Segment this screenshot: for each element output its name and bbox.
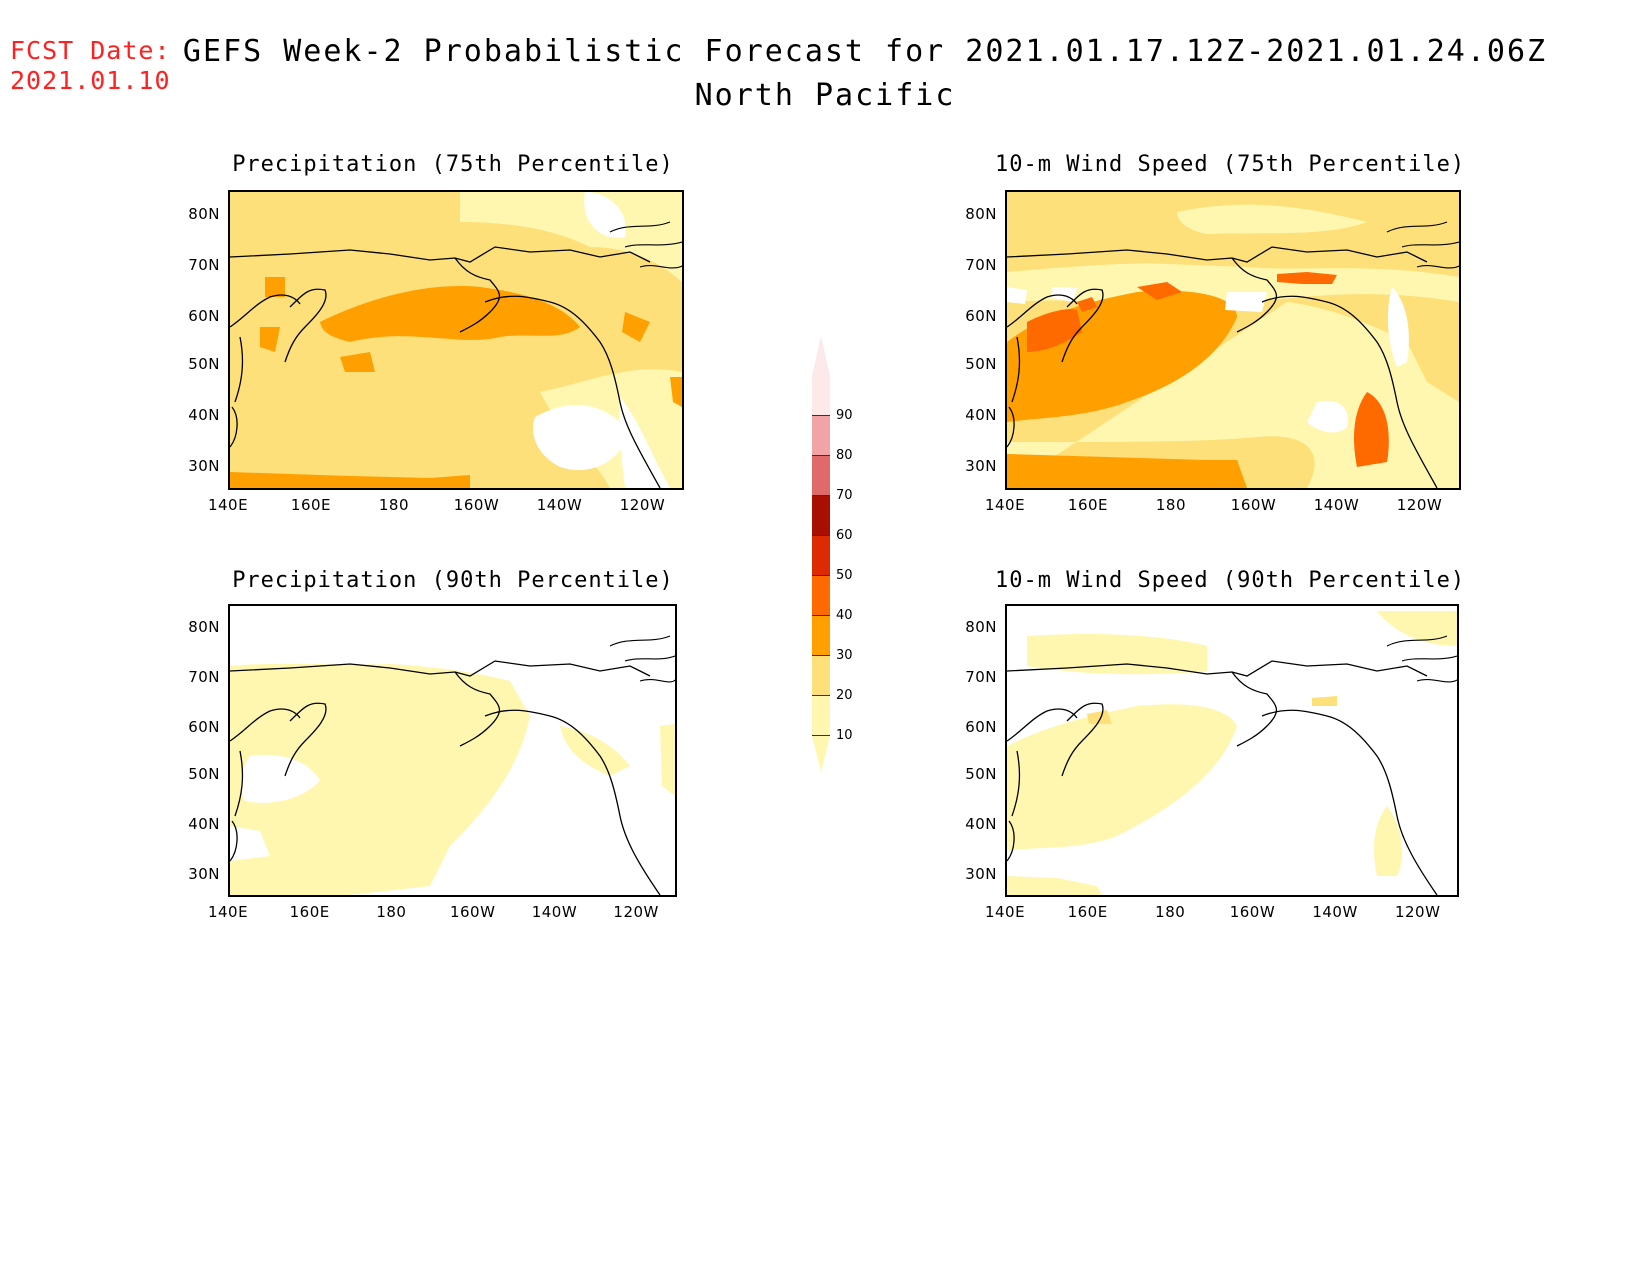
lon-tick-label-wind-75: 120W [1396,496,1443,514]
panel-title-precip-90: Precipitation (90th Percentile) [232,568,674,593]
lon-tick-label-wind-90: 160E [1067,903,1108,921]
lat-tick-label-wind-75: 50N [965,355,997,373]
lat-tick-label-precip-75: 70N [188,256,220,274]
panel-title-wind-75: 10-m Wind Speed (75th Percentile) [995,152,1466,177]
colorbar-bottom-cap [812,736,830,772]
map-precip-75 [228,190,684,490]
colorbar-label: 90 [836,408,853,423]
colorbar-label: 10 [836,728,853,743]
lat-tick-label-precip-90: 40N [188,814,220,833]
colorbar: 90 80 70 60 50 40 30 20 10 [812,336,892,772]
lon-tick-label-precip-90: 180 [376,903,407,921]
main-title: GEFS Week-2 Probabilistic Forecast for 2… [182,34,1548,69]
lon-tick-label-precip-75: 180 [378,496,410,514]
lat-tick-label-precip-75: 80N [188,205,220,223]
lon-tick-label-precip-90: 160W [449,903,496,921]
lon-tick-label-precip-75: 160E [290,496,332,514]
lat-tick-label-precip-75: 30N [188,457,220,475]
lat-tick-label-precip-75: 40N [188,406,220,424]
lon-tick-label-wind-90: 180 [1155,903,1186,921]
lon-tick-label-wind-75: 140W [1313,496,1360,514]
forecast-date-label: FCST Date: [10,36,171,65]
lat-tick-label-precip-90: 70N [188,668,220,687]
lat-tick-label-wind-75: 30N [965,457,997,475]
colorbar-label: 80 [836,448,853,463]
lon-tick-label-wind-75: 180 [1155,496,1187,514]
lon-tick-label-precip-90: 160E [289,903,330,921]
colorbar-label: 20 [836,688,853,703]
colorbar-label: 70 [836,488,853,503]
panel-title-precip-75: Precipitation (75th Percentile) [232,152,674,177]
lat-tick-label-precip-90: 60N [188,718,220,737]
lon-tick-label-wind-75: 160E [1067,496,1109,514]
lat-tick-label-precip-90: 30N [188,864,220,883]
lat-tick-label-wind-75: 60N [965,307,997,325]
region-title: North Pacific [694,78,956,113]
lon-tick-label-precip-90: 140W [531,903,578,921]
lat-tick-label-wind-90: 30N [965,864,997,883]
colorbar-swatch [812,576,830,616]
colorbar-swatch [812,456,830,496]
forecast-date: FCST Date: 2021.01.10 [10,36,171,96]
lon-tick-label-precip-75: 160W [453,496,500,514]
lat-tick-label-precip-75: 50N [188,355,220,373]
colorbar-swatch [812,616,830,656]
forecast-date-value: 2021.01.10 [10,66,171,95]
lon-tick-label-precip-75: 140W [536,496,583,514]
lat-tick-label-wind-90: 80N [965,618,997,637]
lat-tick-label-wind-90: 60N [965,718,997,737]
lon-tick-label-wind-90: 160W [1229,903,1276,921]
map-wind-75 [1005,190,1461,490]
colorbar-label: 60 [836,528,853,543]
lat-tick-label-precip-75: 60N [188,307,220,325]
lat-tick-label-wind-90: 40N [965,814,997,833]
colorbar-label: 30 [836,648,853,663]
lon-tick-label-wind-90: 120W [1394,903,1441,921]
colorbar-swatch [812,496,830,536]
panel-title-wind-90: 10-m Wind Speed (90th Percentile) [995,568,1466,593]
colorbar-label: 50 [836,568,853,583]
colorbar-swatch [812,536,830,576]
colorbar-swatch [812,656,830,696]
lat-tick-label-precip-90: 80N [188,618,220,637]
lat-tick-label-wind-75: 70N [965,256,997,274]
colorbar-swatch [812,696,830,736]
lon-tick-label-wind-75: 140E [984,496,1026,514]
colorbar-swatch [812,416,830,456]
lon-tick-label-precip-75: 120W [619,496,666,514]
lat-tick-label-wind-90: 50N [965,764,997,783]
lon-tick-label-precip-75: 140E [207,496,249,514]
lat-tick-label-wind-75: 40N [965,406,997,424]
map-precip-90 [228,604,677,897]
lat-tick-label-wind-75: 80N [965,205,997,223]
lon-tick-label-precip-90: 140E [207,903,249,921]
lon-tick-label-wind-90: 140E [984,903,1026,921]
map-wind-90 [1005,604,1459,897]
lon-tick-label-wind-75: 160W [1230,496,1277,514]
colorbar-swatch [812,376,830,416]
colorbar-top-cap [812,336,830,376]
lat-tick-label-precip-90: 50N [188,764,220,783]
lon-tick-label-precip-90: 120W [613,903,659,921]
lat-tick-label-wind-90: 70N [965,668,997,687]
lon-tick-label-wind-90: 140W [1312,903,1358,921]
colorbar-label: 40 [836,608,853,623]
